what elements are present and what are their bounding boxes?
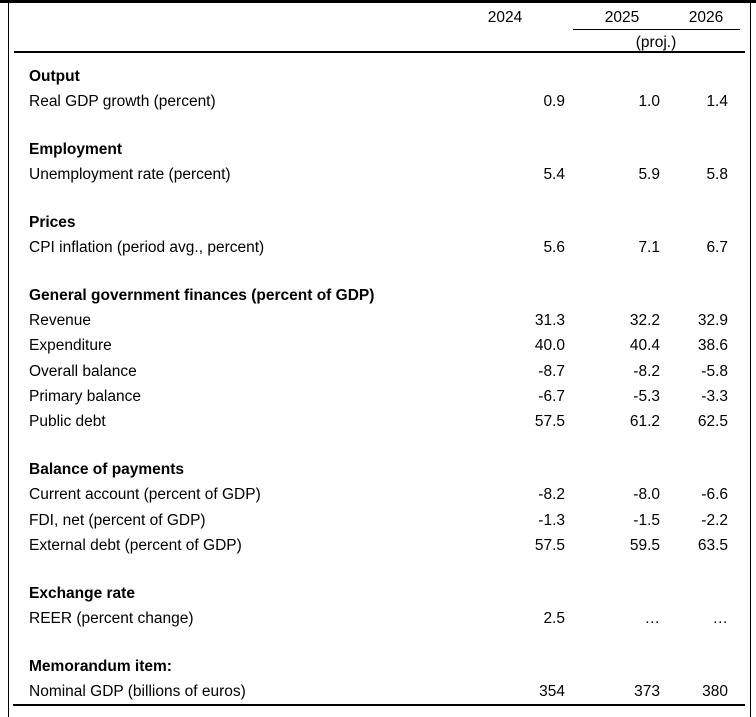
section-header-row: Memorandum item:	[0, 654, 756, 679]
projection-label: (proj.)	[635, 34, 677, 51]
row-label: Current account (percent of GDP)	[29, 486, 261, 504]
value-2024: 354	[539, 682, 565, 700]
row-label: Overall balance	[29, 362, 137, 380]
value-2025: -8.2	[633, 362, 660, 380]
value-2024: -8.2	[538, 486, 565, 504]
table-row: Revenue 31.3 32.2 32.9	[0, 308, 756, 333]
value-2026: 63.5	[697, 537, 728, 555]
section-title: Prices	[29, 213, 76, 231]
value-2025: -8.0	[633, 486, 660, 504]
value-2025: 61.2	[629, 413, 660, 431]
value-2024: 31.3	[534, 311, 565, 329]
row-label: Expenditure	[29, 337, 112, 355]
value-2024: 40.0	[534, 337, 565, 355]
value-2025: 5.9	[638, 166, 660, 183]
section-gap	[0, 115, 756, 137]
table-row: Unemployment rate (percent) 5.4 5.9 5.8	[0, 162, 756, 187]
bottom-rule	[13, 704, 745, 706]
row-label: Nominal GDP (billions of euros)	[29, 682, 246, 700]
section-header-row: General government finances (percent of …	[0, 283, 756, 308]
section-header-row: Exchange rate	[0, 581, 756, 606]
row-label: FDI, net (percent of GDP)	[29, 511, 206, 529]
value-2025: 40.4	[629, 337, 660, 355]
frame-top-border	[0, 0, 756, 3]
table-row: Expenditure 40.0 40.4 38.6	[0, 334, 756, 359]
value-2024: 57.5	[534, 537, 565, 555]
value-2024: 57.5	[534, 413, 565, 431]
projection-columns-underline	[573, 28, 740, 31]
value-2026: -6.6	[701, 486, 728, 504]
value-2024: 5.4	[543, 166, 565, 183]
row-label: Public debt	[29, 413, 106, 431]
value-2025: 1.0	[638, 93, 660, 111]
table-row: Public debt 57.5 61.2 62.5	[0, 410, 756, 435]
section-header-row: Prices	[0, 210, 756, 235]
section-header-row: Output	[0, 64, 756, 89]
section-gap	[0, 435, 756, 457]
table-body: Output Real GDP growth (percent) 0.9 1.0…	[0, 53, 756, 705]
value-2026: 1.4	[706, 93, 728, 111]
value-2025: -1.5	[633, 511, 660, 529]
value-2026: 6.7	[706, 238, 728, 256]
table-row: FDI, net (percent of GDP) -1.3 -1.5 -2.2	[0, 508, 756, 533]
column-header-2024: 2024	[487, 9, 523, 26]
column-header-2025: 2025	[604, 9, 640, 26]
value-2026: -2.2	[701, 511, 728, 529]
row-label: Primary balance	[29, 388, 141, 405]
row-label: Real GDP growth (percent)	[29, 93, 216, 111]
table-row: CPI inflation (period avg., percent) 5.6…	[0, 235, 756, 260]
frame-right-border	[749, 0, 752, 717]
value-2024: 5.6	[543, 238, 565, 256]
value-2026: 380	[702, 682, 728, 700]
table-row: REER (percent change) 2.5 … …	[0, 606, 756, 631]
value-2024: -6.7	[538, 388, 565, 405]
table-row: Primary balance -6.7 -5.3 -3.3	[0, 384, 756, 409]
column-header-2026: 2026	[688, 9, 724, 26]
value-2024: 0.9	[543, 93, 565, 111]
value-2025: -5.3	[633, 388, 660, 405]
section-header-row: Employment	[0, 137, 756, 162]
section-title: Output	[29, 67, 80, 85]
value-2026: -5.8	[701, 362, 728, 380]
value-2025: …	[644, 610, 661, 627]
table-row: External debt (percent of GDP) 57.5 59.5…	[0, 533, 756, 558]
header-rule	[14, 51, 745, 53]
value-2026: 5.8	[706, 166, 728, 183]
value-2026: …	[712, 610, 729, 627]
value-2026: 32.9	[697, 311, 728, 329]
table-row: Current account (percent of GDP) -8.2 -8…	[0, 483, 756, 508]
row-label: CPI inflation (period avg., percent)	[29, 238, 265, 256]
section-title: Memorandum item:	[29, 657, 172, 675]
table-row: Nominal GDP (billions of euros) 354 373 …	[0, 679, 756, 704]
value-2025: 59.5	[629, 537, 660, 555]
section-title: Employment	[29, 140, 123, 158]
row-label: External debt (percent of GDP)	[29, 537, 242, 555]
section-gap	[0, 632, 756, 654]
value-2025: 7.1	[638, 238, 660, 256]
table-row: Real GDP growth (percent) 0.9 1.0 1.4	[0, 89, 756, 114]
value-2024: -8.7	[538, 362, 565, 380]
value-2026: 38.6	[697, 337, 728, 355]
value-2025: 373	[634, 682, 660, 700]
value-2026: 62.5	[697, 413, 728, 431]
section-gap	[0, 261, 756, 283]
table-row: Overall balance -8.7 -8.2 -5.8	[0, 359, 756, 384]
section-title: Exchange rate	[29, 584, 135, 602]
section-gap	[0, 188, 756, 210]
section-title: General government finances (percent of …	[29, 286, 375, 304]
row-label: Revenue	[29, 311, 92, 329]
section-title: Balance of payments	[29, 460, 185, 478]
row-label: REER (percent change)	[29, 610, 194, 627]
section-header-row: Balance of payments	[0, 457, 756, 482]
value-2024: 2.5	[543, 610, 565, 627]
value-2025: 32.2	[629, 311, 660, 329]
row-label: Unemployment rate (percent)	[29, 166, 231, 183]
frame-left-border	[7, 0, 10, 717]
section-gap	[0, 559, 756, 581]
value-2026: -3.3	[701, 388, 728, 405]
value-2024: -1.3	[538, 511, 565, 529]
